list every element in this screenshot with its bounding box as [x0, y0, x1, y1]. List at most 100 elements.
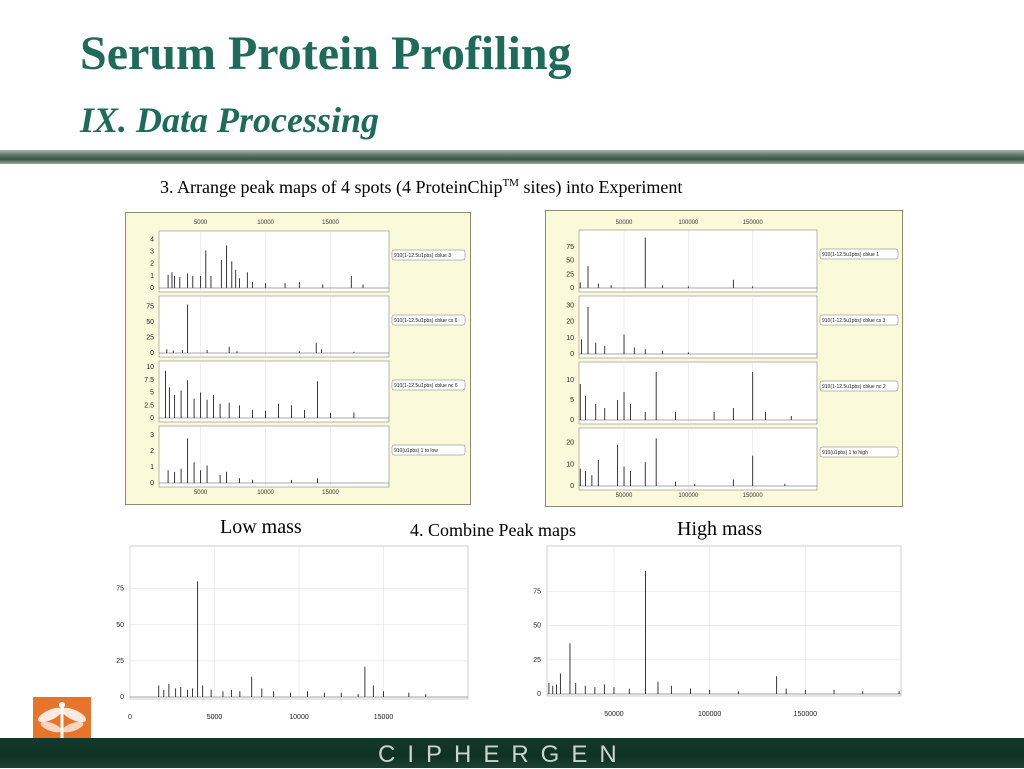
subplot-frame	[158, 360, 390, 423]
subplot-frame	[158, 425, 390, 488]
subplot-y-tick-label: 0	[570, 285, 574, 292]
combined-y-tick-label: 0	[120, 694, 124, 701]
combined-y-tick-label: 75	[533, 588, 541, 595]
subplot-y-tick-label: 20	[566, 440, 574, 447]
subplot-legend-label: 910(1-12.5u1pbs) cblue cs 3	[822, 318, 886, 324]
combined-y-tick-label: 50	[533, 623, 541, 630]
subplot-y-tick-label: 2.5	[144, 402, 154, 409]
title-divider	[0, 150, 1024, 164]
subplot-y-tick-label: 3	[150, 432, 154, 439]
experiment-panel-low-mass: 5000 5000 10000 10000 15000 15000 0 1 2 3 4 910(1-1…	[125, 212, 471, 505]
subplot-legend-label: 910(1-12.5u1pbs) cblue nc 2	[822, 384, 886, 390]
panel-bottom-tick-label: 50000	[616, 493, 633, 499]
step3-trademark: TM	[502, 177, 519, 189]
subplot-y-tick-label: 25	[566, 271, 574, 278]
subplot-legend-label: 910(u1pbs) 1 to high	[822, 450, 868, 456]
low-mass-label: Low mass	[220, 516, 302, 538]
panel-bottom-tick-label: 100000	[678, 493, 699, 499]
combined-y-tick-label: 25	[116, 658, 124, 665]
subplot-y-tick-label: 10	[566, 335, 574, 342]
combined-x-tick-label: 50000	[604, 711, 624, 718]
combined-x-tick-label: 0	[128, 714, 132, 721]
slide-title: Serum Protein Profiling	[80, 27, 572, 80]
panel-top-tick-label: 10000	[257, 220, 274, 226]
combined-x-tick-label: 15000	[374, 714, 394, 721]
panel-top-tick-label: 150000	[743, 220, 764, 226]
subplot-frame	[578, 427, 818, 491]
step3-text: 3. Arrange peak maps of 4 spots (4 Prote…	[160, 177, 503, 197]
panel-bottom-tick-label: 10000	[257, 490, 274, 496]
subplot-y-tick-label: 75	[566, 244, 574, 251]
panel-right-spectra: 5000050000100000100000150000150000025507…	[566, 220, 899, 499]
footer-bar	[0, 738, 1024, 768]
combined-x-tick-label: 10000	[289, 714, 309, 721]
subplot-y-tick-label: 10	[566, 377, 574, 384]
combined-peak-map-low-mass: 0 5000 10000 15000 0 25 50 75	[116, 545, 469, 721]
combined-y-tick-label: 0	[537, 691, 541, 698]
panel-top-tick-label: 100000	[678, 220, 699, 226]
subplot-y-tick-label: 0	[150, 350, 154, 357]
subplot-y-tick-label: 2	[150, 261, 154, 268]
subplot-frame	[578, 229, 818, 293]
high-mass-label: High mass	[677, 518, 762, 540]
subplot-y-tick-label: 75	[146, 303, 154, 310]
panel-bottom-tick-label: 150000	[743, 493, 764, 499]
slide-subtitle: IX. Data Processing	[80, 100, 380, 140]
subplot-y-tick-label: 7.5	[144, 377, 154, 384]
subplot-frame	[158, 230, 390, 293]
subplot-y-tick-label: 5	[570, 397, 574, 404]
subplot-y-tick-label: 30	[566, 302, 574, 309]
subplot-y-tick-label: 0	[570, 417, 574, 424]
subplot-y-tick-label: 5	[150, 390, 154, 397]
combined-y-tick-label: 25	[533, 657, 541, 664]
step3-caption: 3. Arrange peak maps of 4 spots (4 Prote…	[160, 177, 682, 198]
panel-top-tick-label: 5000	[194, 220, 208, 226]
subplot-y-tick-label: 0	[570, 351, 574, 358]
subplot-legend-label: 910(1-12.5u1pbs) cblue 1	[822, 252, 879, 258]
combined-x-tick-label: 5000	[207, 714, 223, 721]
subplot-legend-label: 910(1-12.5u1pbs) cblue nc 6	[394, 383, 458, 389]
combined-y-tick-label: 50	[116, 622, 124, 629]
subplot-y-tick-label: 0	[150, 285, 154, 292]
panel-top-tick-label: 15000	[322, 220, 339, 226]
combined-plot-frame	[546, 545, 902, 697]
subplot-frame	[578, 295, 818, 359]
panel-bottom-tick-label: 15000	[322, 490, 339, 496]
subplot-legend-box	[391, 379, 466, 391]
subplot-legend-box	[819, 380, 899, 392]
step4-caption: 4. Combine Peak maps	[410, 520, 576, 540]
combined-x-tick-label: 100000	[698, 711, 721, 718]
subplot-y-tick-label: 3	[150, 249, 154, 256]
subplot-legend-box	[819, 314, 899, 326]
subplot-legend-box	[819, 248, 899, 260]
subplot-y-tick-label: 0	[570, 483, 574, 490]
subplot-y-tick-label: 50	[146, 319, 154, 326]
subplot-y-tick-label: 20	[566, 319, 574, 326]
step3-suffix: sites) into Experiment	[518, 177, 683, 197]
combined-x-tick-label: 150000	[794, 711, 817, 718]
subplot-legend-label: 910(1-12.5u1pbs) cblue 3	[394, 253, 451, 259]
panel-bottom-tick-label: 5000	[194, 490, 208, 496]
subplot-y-tick-label: 1	[150, 273, 154, 280]
subplot-y-tick-label: 2	[150, 448, 154, 455]
subplot-frame	[158, 295, 390, 358]
subplot-y-tick-label: 0	[150, 480, 154, 487]
panel-top-tick-label: 50000	[616, 220, 633, 226]
subplot-y-tick-label: 50	[566, 258, 574, 265]
subplot-legend-box	[819, 446, 899, 458]
subplot-legend-box	[391, 249, 466, 261]
subplot-legend-label: 910(u1pbs) 1 to low	[394, 448, 438, 454]
footer-brand: CIPHERGEN	[378, 741, 629, 768]
subplot-y-tick-label: 1	[150, 464, 154, 471]
subplot-legend-label: 910(1-12.5u1pbs) cblue cs 6	[394, 318, 458, 324]
subplot-y-tick-label: 25	[146, 334, 154, 341]
subplot-y-tick-label: 0	[150, 415, 154, 422]
combined-peak-map-high-mass: 50000 100000 150000 0 25 50 75	[533, 545, 902, 718]
combined-y-tick-label: 75	[116, 586, 124, 593]
panel-left-spectra: 500050001000010000150001500001234910(1-1…	[144, 220, 466, 496]
subplot-y-tick-label: 10	[146, 364, 154, 371]
subplot-y-tick-label: 4	[150, 236, 154, 243]
subplot-frame	[578, 361, 818, 425]
subplot-y-tick-label: 10	[566, 461, 574, 468]
subplot-legend-box	[391, 314, 466, 326]
